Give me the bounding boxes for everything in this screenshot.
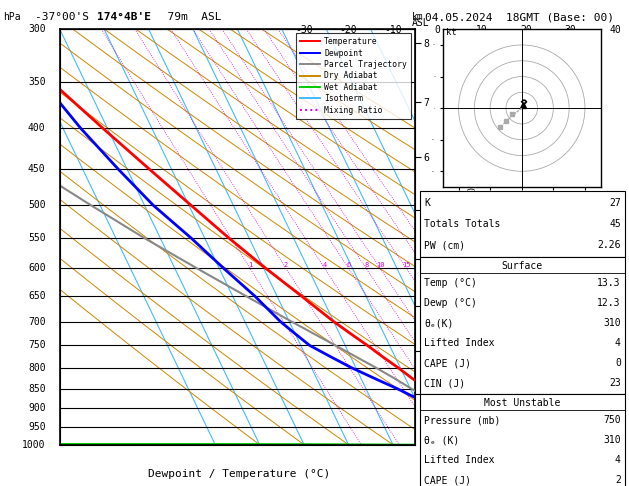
Text: 350: 350 <box>28 77 45 87</box>
Text: 310: 310 <box>603 318 621 329</box>
Text: 79m  ASL: 79m ASL <box>154 12 221 22</box>
Text: 8: 8 <box>364 262 368 268</box>
Text: 4: 4 <box>323 262 327 268</box>
Text: 15: 15 <box>402 262 411 268</box>
Text: 20: 20 <box>520 25 532 35</box>
Text: Dewp (°C): Dewp (°C) <box>424 298 477 309</box>
Text: CAPE (J): CAPE (J) <box>424 475 471 485</box>
Text: 700: 700 <box>28 316 45 327</box>
Text: 900: 900 <box>28 403 45 413</box>
Text: -10: -10 <box>384 25 402 35</box>
Text: 12.3: 12.3 <box>598 298 621 309</box>
Text: 174°4B'E: 174°4B'E <box>97 12 152 22</box>
Text: 13.3: 13.3 <box>598 278 621 289</box>
Text: Temp (°C): Temp (°C) <box>424 278 477 289</box>
Text: PW (cm): PW (cm) <box>424 241 465 250</box>
Text: Dewpoint / Temperature (°C): Dewpoint / Temperature (°C) <box>148 469 330 479</box>
Text: 04.05.2024  18GMT (Base: 00): 04.05.2024 18GMT (Base: 00) <box>425 12 613 22</box>
Text: Lifted Index: Lifted Index <box>424 338 494 348</box>
Text: 10: 10 <box>476 25 487 35</box>
Text: 4: 4 <box>615 455 621 465</box>
Text: θₑ (K): θₑ (K) <box>424 435 459 445</box>
Text: K: K <box>424 198 430 208</box>
Text: 1: 1 <box>248 262 252 268</box>
Text: CAPE (J): CAPE (J) <box>424 358 471 368</box>
Text: 2.26: 2.26 <box>598 241 621 250</box>
Y-axis label: Mixing Ratio (g/kg): Mixing Ratio (g/kg) <box>468 186 477 288</box>
Text: 2: 2 <box>615 475 621 485</box>
Text: -37°00'S: -37°00'S <box>35 12 102 22</box>
Text: Lifted Index: Lifted Index <box>424 455 494 465</box>
Text: LCL: LCL <box>430 440 447 450</box>
Text: Surface: Surface <box>502 261 543 271</box>
Text: -20: -20 <box>340 25 357 35</box>
Text: 40: 40 <box>609 25 621 35</box>
Text: ASL: ASL <box>412 18 430 28</box>
Text: CIN (J): CIN (J) <box>424 378 465 388</box>
Text: 1000: 1000 <box>22 440 45 450</box>
Text: 600: 600 <box>28 263 45 274</box>
Text: Most Unstable: Most Unstable <box>484 398 560 408</box>
Text: 30: 30 <box>565 25 577 35</box>
Text: 45: 45 <box>609 219 621 229</box>
Text: 10: 10 <box>376 262 384 268</box>
Text: 450: 450 <box>28 164 45 174</box>
Text: kt: kt <box>446 29 457 37</box>
Text: km: km <box>412 12 424 22</box>
Text: 4: 4 <box>615 338 621 348</box>
Text: 650: 650 <box>28 291 45 301</box>
Text: 300: 300 <box>28 24 45 34</box>
Legend: Temperature, Dewpoint, Parcel Trajectory, Dry Adiabat, Wet Adiabat, Isotherm, Mi: Temperature, Dewpoint, Parcel Trajectory… <box>296 33 411 119</box>
Text: 0: 0 <box>435 25 440 35</box>
Text: 500: 500 <box>28 200 45 210</box>
Text: 950: 950 <box>28 422 45 432</box>
Text: 400: 400 <box>28 123 45 134</box>
Text: 850: 850 <box>28 383 45 394</box>
Text: © weatheronline.co.uk: © weatheronline.co.uk <box>451 471 574 481</box>
Text: 23: 23 <box>609 378 621 388</box>
Text: Pressure (mb): Pressure (mb) <box>424 416 500 425</box>
Text: 750: 750 <box>28 340 45 350</box>
Text: -30: -30 <box>295 25 313 35</box>
Text: Totals Totals: Totals Totals <box>424 219 500 229</box>
Text: 550: 550 <box>28 233 45 243</box>
Text: 6: 6 <box>347 262 351 268</box>
Text: 800: 800 <box>28 363 45 373</box>
Text: 27: 27 <box>609 198 621 208</box>
Text: hPa: hPa <box>3 12 21 22</box>
Text: 2: 2 <box>284 262 288 268</box>
Text: 310: 310 <box>603 435 621 445</box>
Text: 0: 0 <box>615 358 621 368</box>
Text: θₑ(K): θₑ(K) <box>424 318 454 329</box>
Text: 750: 750 <box>603 416 621 425</box>
